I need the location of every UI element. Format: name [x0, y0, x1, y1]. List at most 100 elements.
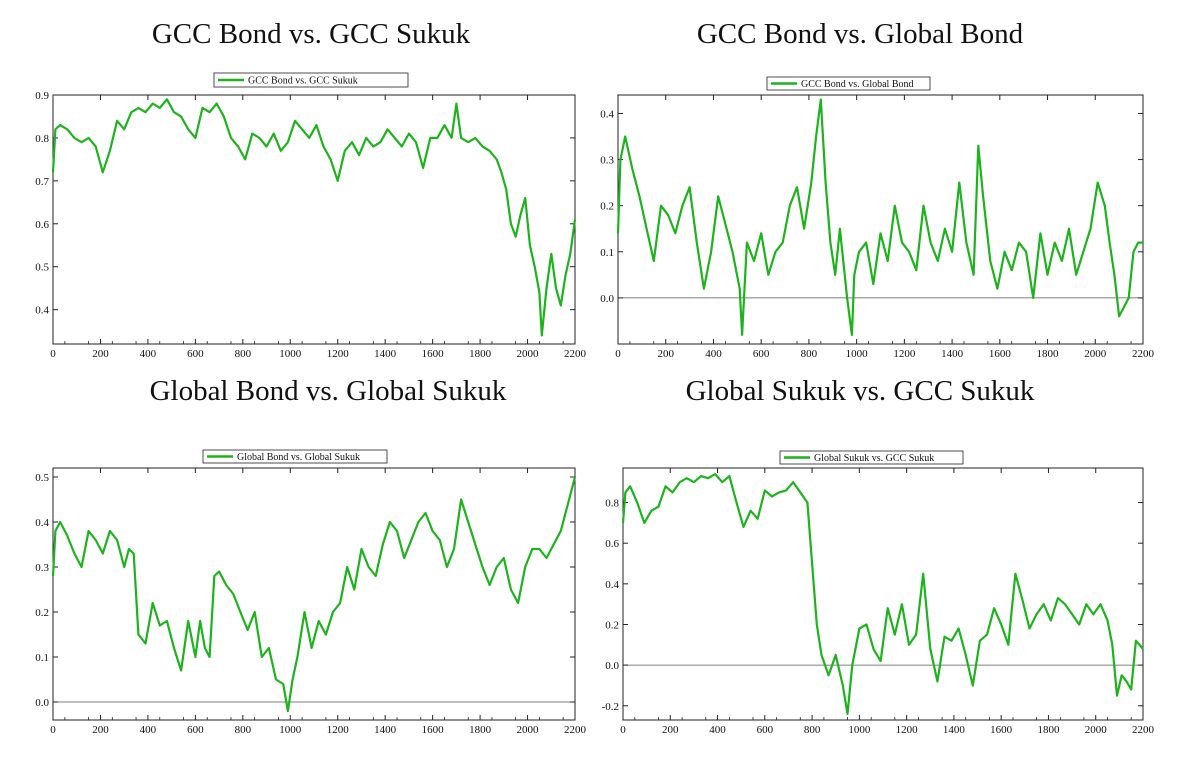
y-tick-label: 0.1	[35, 652, 49, 664]
legend: Global Sukuk vs. GCC Sukuk	[779, 450, 964, 465]
legend: GCC Bond vs. Global Bond	[766, 76, 931, 91]
x-tick-label: 2200	[564, 724, 587, 736]
x-tick-label: 0	[50, 724, 56, 736]
legend-label: GCC Bond vs. Global Bond	[801, 79, 914, 90]
x-tick-label: 400	[705, 348, 722, 360]
y-tick-label: 0.4	[600, 108, 614, 120]
x-tick-label: 1200	[327, 724, 350, 736]
legend-label: Global Bond vs. Global Sukuk	[237, 452, 360, 463]
x-tick-label: 400	[140, 348, 157, 360]
x-tick-label: 2000	[517, 348, 540, 360]
x-tick-label: 1000	[848, 724, 871, 736]
x-tick-label: 1200	[893, 348, 916, 360]
y-tick-label: 0.3	[600, 155, 614, 167]
series-line	[51, 98, 577, 337]
y-tick-label: 0.2	[605, 619, 619, 631]
y-tick-label: 0.9	[35, 90, 49, 102]
x-tick-label: 600	[187, 724, 204, 736]
y-tick-label: 0.4	[605, 579, 619, 591]
x-tick-label: 200	[92, 724, 109, 736]
x-tick-label: 1000	[846, 348, 869, 360]
x-tick-label: 800	[235, 724, 252, 736]
legend-box	[202, 449, 388, 464]
x-tick-label: 2200	[1132, 348, 1155, 360]
y-tick-label: 0.2	[35, 607, 49, 619]
chart-panel: 0 200 400 600 800 1000 1200 1400 1600 1800 2000 220…	[600, 76, 1155, 360]
plot-frame	[622, 467, 1144, 721]
x-tick-label: 1200	[327, 348, 350, 360]
series-line	[51, 476, 577, 713]
x-tick-label: 1400	[943, 724, 966, 736]
legend-label: Global Sukuk vs. GCC Sukuk	[814, 453, 934, 464]
x-tick-label: 1800	[469, 348, 492, 360]
chart-title: GCC Bond vs. Global Bond	[696, 18, 1024, 50]
plot-frame	[52, 94, 576, 345]
x-tick-label: 1600	[990, 724, 1013, 736]
x-tick-label: 400	[709, 724, 726, 736]
x-tick-label: 2000	[1084, 348, 1107, 360]
legend: Global Bond vs. Global Sukuk	[202, 449, 388, 464]
chart-panel: 0 200 400 600 800 1000 1200 1400 1600 1800 2000 220…	[602, 450, 1155, 736]
chart-title: Global Sukuk vs. GCC Sukuk	[685, 375, 1035, 407]
series-line	[621, 473, 1144, 716]
x-tick-label: 1800	[1037, 348, 1060, 360]
plot-frame	[617, 94, 1144, 345]
x-tick-label: 600	[757, 724, 774, 736]
y-tick-label: 0.8	[35, 133, 49, 145]
x-tick-label: 1000	[279, 724, 302, 736]
y-tick-label: 0.3	[35, 562, 49, 574]
y-tick-label: -0.2	[602, 701, 619, 713]
x-tick-label: 800	[804, 724, 821, 736]
x-tick-label: 800	[801, 348, 818, 360]
x-tick-label: 1400	[374, 724, 397, 736]
x-tick-label: 1800	[1037, 724, 1060, 736]
x-tick-label: 1600	[989, 348, 1012, 360]
x-tick-label: 600	[187, 348, 204, 360]
y-tick-label: 0.6	[35, 219, 49, 231]
plot-frame	[52, 467, 576, 721]
y-tick-label: 0.0	[35, 697, 49, 709]
x-tick-label: 1600	[422, 724, 445, 736]
x-tick-label: 1800	[469, 724, 492, 736]
chart-panel: 0 200 400 600 800 1000 1200 1400 1600 1800 2000 220…	[35, 72, 587, 360]
x-tick-label: 0	[50, 348, 56, 360]
legend-box	[766, 76, 931, 91]
legend: GCC Bond vs. GCC Sukuk	[213, 72, 409, 88]
series-line	[616, 98, 1143, 336]
x-tick-label: 2200	[1132, 724, 1155, 736]
chart-title: Global Bond vs. Global Sukuk	[149, 375, 507, 407]
x-tick-label: 2000	[1085, 724, 1108, 736]
y-tick-label: 0.1	[600, 247, 614, 259]
legend-label: GCC Bond vs. GCC Sukuk	[248, 76, 358, 87]
x-tick-label: 600	[753, 348, 770, 360]
y-tick-label: 0.8	[605, 498, 619, 510]
y-tick-label: 0.5	[35, 472, 49, 484]
x-tick-label: 2200	[564, 348, 587, 360]
y-tick-label: 0.4	[35, 517, 49, 529]
y-tick-label: 0.0	[605, 660, 619, 672]
x-tick-label: 200	[92, 348, 109, 360]
y-tick-label: 0.6	[605, 538, 619, 550]
y-tick-label: 0.4	[35, 305, 49, 317]
x-tick-label: 1200	[896, 724, 919, 736]
x-tick-label: 1600	[422, 348, 445, 360]
x-tick-label: 1400	[941, 348, 964, 360]
legend-box	[213, 72, 409, 88]
x-tick-label: 200	[662, 724, 679, 736]
y-tick-label: 0.2	[600, 201, 614, 213]
x-tick-label: 2000	[517, 724, 540, 736]
chart-panel: 0 200 400 600 800 1000 1200 1400 1600 1800 2000 220…	[35, 449, 587, 736]
y-tick-label: 0.7	[35, 176, 49, 188]
x-tick-label: 0	[620, 724, 626, 736]
y-tick-label: 0.5	[35, 262, 49, 274]
legend-box	[779, 450, 964, 465]
x-tick-label: 400	[140, 724, 157, 736]
x-tick-label: 200	[657, 348, 674, 360]
x-tick-label: 1400	[374, 348, 397, 360]
x-tick-label: 1000	[279, 348, 302, 360]
y-tick-label: 0.0	[600, 293, 614, 305]
x-tick-label: 800	[235, 348, 252, 360]
chart-title: GCC Bond vs. GCC Sukuk	[151, 18, 471, 50]
x-tick-label: 0	[615, 348, 621, 360]
